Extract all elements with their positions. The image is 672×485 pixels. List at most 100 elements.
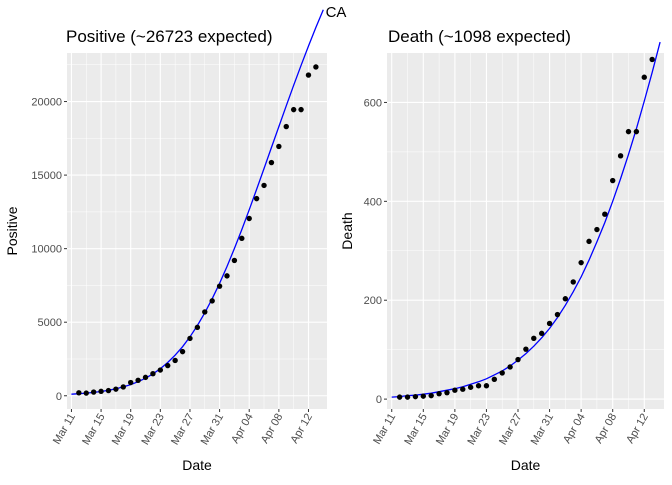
data-point bbox=[128, 379, 134, 386]
x-tick-label: Apr 12 bbox=[624, 412, 651, 446]
data-point bbox=[231, 257, 238, 264]
data-point bbox=[499, 370, 505, 376]
data-point bbox=[113, 386, 119, 392]
data-point bbox=[546, 320, 553, 327]
y-tick-label: 15000 bbox=[31, 170, 62, 182]
x-tick-label: Mar 19 bbox=[110, 412, 138, 448]
x-tick-label: Mar 23 bbox=[139, 412, 167, 448]
y-tick-label: 10000 bbox=[31, 244, 62, 256]
data-point bbox=[554, 311, 561, 318]
x-tick-label: Apr 04 bbox=[229, 412, 256, 446]
data-point bbox=[165, 362, 171, 369]
data-point bbox=[90, 389, 97, 395]
x-tick-label: Mar 27 bbox=[169, 412, 197, 448]
data-point bbox=[209, 298, 215, 304]
data-point bbox=[507, 364, 513, 370]
data-point bbox=[120, 384, 126, 390]
y-axis-title: Positive bbox=[4, 206, 20, 255]
data-point bbox=[617, 153, 624, 159]
x-tick-label: Apr 04 bbox=[561, 412, 588, 446]
data-point bbox=[98, 388, 104, 395]
data-point bbox=[475, 383, 482, 389]
data-point bbox=[268, 159, 275, 166]
data-point bbox=[404, 394, 411, 400]
data-point bbox=[142, 374, 149, 381]
x-tick-label: Apr 12 bbox=[288, 412, 315, 446]
x-tick-label: Apr 08 bbox=[593, 412, 620, 446]
data-point bbox=[610, 177, 616, 184]
data-point bbox=[83, 390, 89, 396]
y-tick-label: 400 bbox=[364, 196, 382, 208]
data-point bbox=[202, 309, 208, 315]
data-point bbox=[452, 387, 458, 393]
x-tick-label: Mar 15 bbox=[80, 412, 108, 448]
data-point bbox=[412, 393, 419, 400]
data-point bbox=[570, 279, 576, 285]
data-point bbox=[483, 383, 490, 389]
y-axis-title: Death bbox=[339, 212, 355, 249]
data-point bbox=[239, 235, 245, 242]
data-point bbox=[305, 72, 312, 78]
data-point bbox=[135, 377, 141, 384]
data-point bbox=[276, 143, 282, 150]
data-point bbox=[261, 182, 267, 189]
data-point bbox=[444, 389, 450, 396]
data-point bbox=[194, 324, 201, 331]
data-point bbox=[491, 376, 498, 383]
x-axis-title: Date bbox=[511, 457, 541, 473]
data-point bbox=[290, 106, 297, 113]
x-tick-label: Mar 19 bbox=[434, 412, 462, 448]
data-point bbox=[436, 390, 442, 397]
x-axis-title: Date bbox=[182, 457, 212, 473]
data-point bbox=[515, 356, 521, 363]
chart-title: Positive (~26723 expected) bbox=[66, 27, 273, 46]
data-point bbox=[298, 106, 304, 113]
data-point bbox=[105, 387, 112, 394]
data-point bbox=[216, 283, 223, 289]
data-point bbox=[633, 128, 640, 135]
data-point bbox=[246, 215, 252, 222]
x-tick-label: Apr 08 bbox=[259, 412, 286, 446]
data-point bbox=[531, 335, 537, 341]
y-tick-label: 0 bbox=[376, 394, 382, 406]
x-tick-label: Mar 27 bbox=[497, 412, 525, 448]
x-tick-label: Mar 11 bbox=[371, 412, 398, 447]
data-point bbox=[460, 386, 466, 392]
fit-line bbox=[391, 41, 661, 398]
x-tick-label: Mar 15 bbox=[402, 412, 430, 448]
y-tick-label: 20000 bbox=[31, 97, 62, 109]
data-point bbox=[641, 74, 647, 80]
data-point bbox=[150, 370, 156, 377]
data-point bbox=[538, 330, 545, 337]
data-point bbox=[187, 335, 193, 342]
data-point bbox=[179, 348, 186, 355]
data-point bbox=[523, 346, 529, 352]
plot-background bbox=[387, 53, 664, 409]
chart-title: Death (~1098 expected) bbox=[388, 27, 571, 46]
x-tick-label: Mar 23 bbox=[466, 412, 494, 448]
y-tick-label: 5000 bbox=[38, 317, 62, 329]
data-point bbox=[157, 367, 164, 373]
data-point bbox=[625, 128, 632, 135]
data-point bbox=[253, 195, 260, 202]
y-tick-label: 200 bbox=[364, 295, 382, 307]
data-point bbox=[562, 296, 569, 302]
data-point bbox=[172, 357, 178, 364]
data-point bbox=[76, 390, 82, 396]
plot-background bbox=[67, 53, 327, 409]
x-tick-label: Mar 11 bbox=[51, 412, 78, 447]
data-point bbox=[420, 393, 427, 399]
data-point bbox=[428, 392, 434, 399]
data-point bbox=[649, 56, 655, 63]
x-tick-label: Mar 31 bbox=[199, 412, 227, 448]
y-tick-label: 0 bbox=[56, 391, 62, 403]
figure-title: CA bbox=[326, 4, 347, 21]
data-point bbox=[467, 384, 474, 390]
data-point bbox=[586, 238, 592, 245]
data-point bbox=[578, 259, 584, 266]
y-tick-label: 600 bbox=[364, 97, 382, 109]
